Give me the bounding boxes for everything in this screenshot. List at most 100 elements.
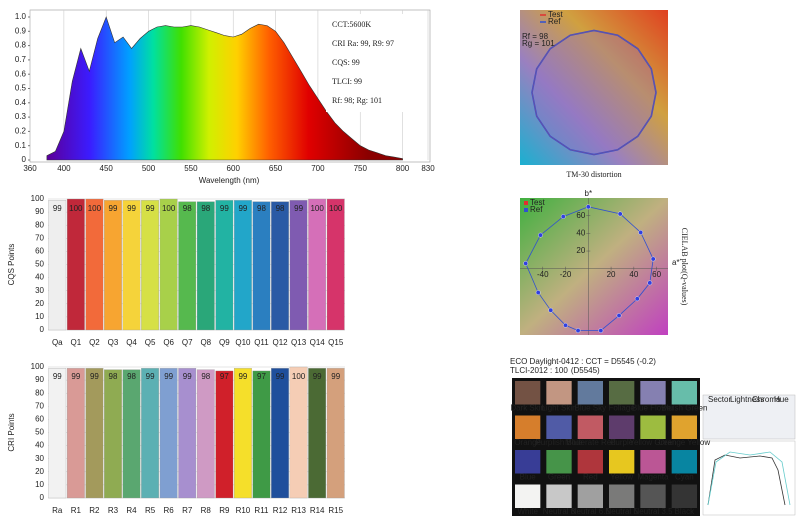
x-tick-label: R7 <box>182 506 193 515</box>
chart-title: CIELAB plot(Q-values) <box>680 228 689 306</box>
table-header: Chroma <box>752 395 781 404</box>
point <box>598 328 604 333</box>
swatch <box>577 381 603 405</box>
ref-polygon <box>531 29 657 156</box>
table-header: Sector <box>708 395 731 404</box>
value-label: 99 <box>146 372 155 381</box>
swatch <box>671 415 697 439</box>
x-tick-label: 400 <box>57 164 71 173</box>
curve-measured <box>707 454 786 506</box>
x-tick-label: R4 <box>126 506 137 515</box>
swatch <box>640 381 666 405</box>
swatch-label: Green <box>548 473 570 482</box>
x-tick-label: 600 <box>227 164 241 173</box>
x-tick-label: Q1 <box>71 338 82 347</box>
value-label: 100 <box>88 204 102 213</box>
x-tick-label: 550 <box>184 164 198 173</box>
bar <box>196 369 215 499</box>
swatch <box>546 450 572 474</box>
value-label: 99 <box>109 204 118 213</box>
point <box>535 290 541 295</box>
bar <box>196 201 215 331</box>
y-tick-label: 50 <box>35 428 44 437</box>
point <box>647 280 653 286</box>
x-tick-label: R8 <box>201 506 212 515</box>
legend-label: Test <box>530 198 545 207</box>
x-tick-label: Q9 <box>219 338 230 347</box>
swatch <box>671 381 697 405</box>
y-tick-label: 10 <box>35 312 44 321</box>
y-tick-label: 20 <box>576 246 585 255</box>
annotation: Rg = 101 <box>522 39 555 48</box>
checker-curve <box>702 440 796 516</box>
point <box>616 313 622 318</box>
swatch <box>515 450 541 474</box>
value-label: 99 <box>331 372 340 381</box>
y-tick-label: 80 <box>35 388 44 397</box>
x-tick-label: 750 <box>354 164 368 173</box>
annotation: CQS: 99 <box>332 58 360 67</box>
annotation: Rf = 98 <box>522 32 549 41</box>
x-tick-label: R13 <box>291 506 306 515</box>
legend-swatch <box>524 201 528 205</box>
annotation: CRI Ra: 99, R9: 97 <box>332 39 394 48</box>
y-tick-label: 30 <box>35 286 44 295</box>
bar <box>308 198 327 331</box>
x-tick-label: Q4 <box>126 338 137 347</box>
x-tick-label: R5 <box>145 506 156 515</box>
bar <box>178 201 197 331</box>
x-tick-label: R12 <box>273 506 288 515</box>
value-label: 98 <box>276 204 285 213</box>
swatch-label: Blue <box>520 473 537 482</box>
point <box>634 296 640 302</box>
checker-table <box>702 394 796 440</box>
x-tick-label: Q2 <box>89 338 100 347</box>
swatch-label: Cyan <box>675 473 694 482</box>
x-tick-label: -20 <box>560 270 572 279</box>
x-tick-label: 450 <box>100 164 114 173</box>
swatch-label: Moderate Red <box>565 438 616 447</box>
chart-title: TM-30 distortion <box>566 170 621 179</box>
value-label: 99 <box>53 204 62 213</box>
y-tick-label: 0.2 <box>15 127 27 136</box>
swatch <box>546 415 572 439</box>
bar <box>271 368 289 499</box>
x-tick-label: 800 <box>396 164 410 173</box>
point <box>563 322 568 328</box>
value-label: 99 <box>183 372 192 381</box>
y-tick-label: 0.6 <box>15 69 27 78</box>
value-label: 98 <box>109 372 118 381</box>
bar <box>215 370 234 499</box>
swatch-label: Light Skin <box>541 404 576 413</box>
swatch-label: Yellow Green <box>629 438 676 447</box>
swatch <box>515 484 541 508</box>
value-label: 99 <box>164 372 173 381</box>
y-tick-label: 40 <box>35 441 44 450</box>
checker-tlci-ref: (D5545) <box>571 366 600 375</box>
value-label: 97 <box>220 372 229 381</box>
swatch-label: Bluish Green <box>661 404 707 413</box>
x-tick-label: Q11 <box>254 338 269 347</box>
value-label: 99 <box>71 372 80 381</box>
bar <box>178 368 197 499</box>
y-tick-label: 0 <box>40 493 45 502</box>
x-tick-label: 360 <box>23 164 37 173</box>
y-tick-label: 100 <box>31 194 45 203</box>
swatch <box>609 381 635 405</box>
x-tick-label: R9 <box>219 506 230 515</box>
legend-label: Ref <box>548 17 561 26</box>
swatch-label: Neutral 5 <box>605 507 638 516</box>
swatch-label: Purplish Blue <box>535 438 583 447</box>
x-tick-label: 20 <box>607 270 616 279</box>
bar <box>234 368 252 499</box>
point <box>575 328 581 333</box>
test-polygon <box>531 30 657 155</box>
legend-swatch <box>524 208 528 212</box>
bar <box>66 368 85 499</box>
swatch-label: Red <box>583 473 598 482</box>
value-label: 100 <box>292 372 306 381</box>
x-tick-label: Ra <box>52 506 63 515</box>
value-label: 99 <box>220 204 229 213</box>
